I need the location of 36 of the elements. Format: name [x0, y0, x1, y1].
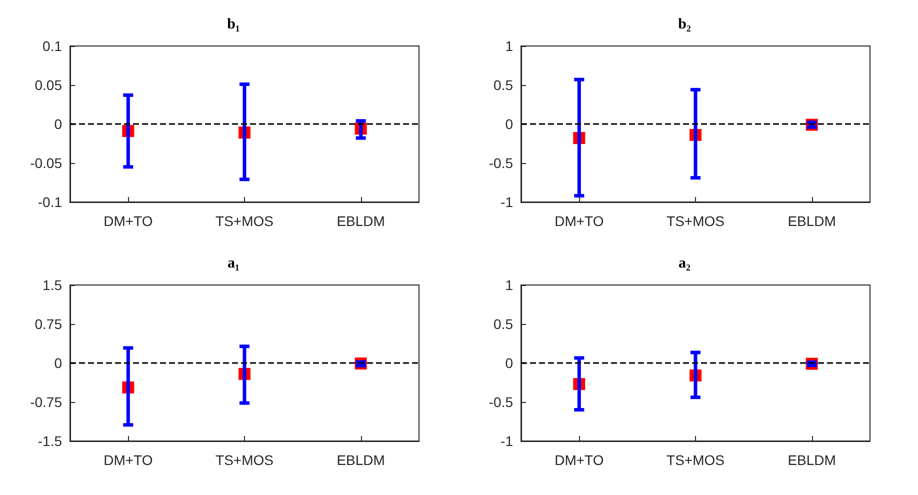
chart-title: b₁ — [227, 16, 240, 32]
x-tick-label: EBLDM — [336, 452, 385, 468]
y-tick-label: -0.75 — [30, 394, 62, 410]
y-tick-label: 0.05 — [34, 77, 62, 93]
x-tick-label: DM+TO — [554, 452, 604, 468]
y-tick-label: -0.1 — [38, 194, 62, 210]
y-tick-label: 0.5 — [494, 77, 514, 93]
y-tick-label: -0.5 — [488, 394, 514, 410]
y-tick-label: 0.1 — [42, 38, 62, 54]
y-tick-label: -0.5 — [488, 155, 514, 171]
y-tick-label: -0.05 — [30, 155, 62, 171]
x-tick-label: TS+MOS — [216, 452, 274, 468]
chart-title: a₁ — [228, 256, 240, 272]
y-tick-label: -1 — [500, 194, 514, 210]
x-tick-label: TS+MOS — [666, 213, 724, 229]
x-tick-label: DM+TO — [104, 452, 153, 468]
y-tick-label: -1.5 — [38, 433, 62, 449]
x-tick-label: EBLDM — [336, 213, 385, 229]
x-tick-label: DM+TO — [104, 213, 153, 229]
x-tick-label: TS+MOS — [666, 452, 724, 468]
x-tick-label: TS+MOS — [216, 213, 274, 229]
y-tick-label: -1 — [500, 433, 514, 449]
chart-title: b₂ — [678, 16, 692, 32]
y-tick-label: 1 — [505, 38, 514, 54]
y-tick-label: 1 — [505, 277, 514, 293]
y-tick-label: 0.75 — [34, 316, 62, 332]
y-tick-label: 0 — [505, 355, 514, 371]
x-tick-label: DM+TO — [554, 213, 604, 229]
x-tick-label: EBLDM — [788, 452, 836, 468]
y-tick-label: 1.5 — [42, 277, 62, 293]
y-tick-label: 0.5 — [494, 316, 514, 332]
y-tick-label: 0 — [505, 116, 514, 132]
y-tick-label: 0 — [54, 116, 62, 132]
chart-title: a₂ — [678, 256, 691, 272]
y-tick-label: 0 — [54, 355, 62, 371]
x-tick-label: EBLDM — [788, 213, 836, 229]
